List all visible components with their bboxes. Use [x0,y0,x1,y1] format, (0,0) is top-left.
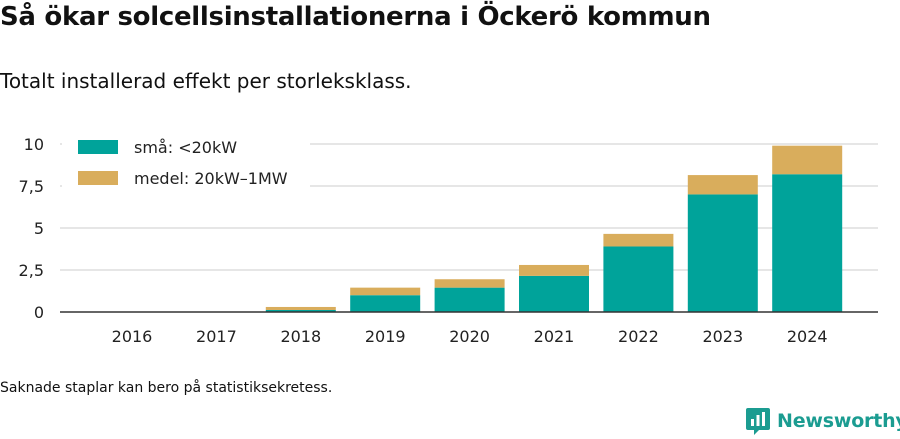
bar-small [603,246,674,312]
chart-title: Så ökar solcellsinstallationerna i Öcker… [0,2,711,32]
brand-name: Newsworthy [777,410,900,432]
bar-small [772,174,843,312]
chart-subtitle: Totalt installerad effekt per storlekskl… [0,69,412,93]
bar-small [434,287,505,312]
bar-medium [265,306,336,310]
bar-medium [519,264,589,276]
y-tick-label: 10 [24,135,44,154]
bar-medium [772,145,843,175]
x-tick-label: 2018 [280,327,321,345]
footnote: Saknade staplar kan bero på statistiksek… [0,380,333,396]
legend-label-small: små: <20kW [134,138,237,157]
bar-small [687,194,758,312]
newsworthy-logo: Newsworthy [745,405,900,437]
legend-swatch-small [78,140,118,154]
bar-small [350,295,421,312]
newsworthy-logo-icon [746,408,770,435]
y-tick-label: 0 [34,303,44,322]
bar-small [519,275,589,312]
x-tick-label: 2020 [449,327,490,345]
legend-swatch-medium [78,171,118,185]
bar-medium [687,175,758,195]
y-tick-label: 2,5 [19,261,44,280]
bar-medium [350,287,421,296]
bar-medium [603,233,674,247]
bar-medium [434,279,505,288]
legend-label-medium: medel: 20kW–1MW [134,169,288,188]
stacked-bar-chart: 0 2,5 5 7,5 10 2016 2017 2018 2019 2020 2021 2022 20… [19,134,878,345]
x-tick-label: 2022 [618,327,659,345]
x-tick-label: 2017 [196,327,237,345]
x-tick-label: 2016 [112,327,153,345]
x-tick-label: 2024 [787,327,828,345]
x-tick-label: 2023 [702,327,743,345]
x-tick-label: 2019 [365,327,406,345]
y-tick-label: 7,5 [19,177,44,196]
y-tick-label: 5 [34,219,44,238]
bar-small [265,309,336,312]
x-tick-label: 2021 [534,327,575,345]
